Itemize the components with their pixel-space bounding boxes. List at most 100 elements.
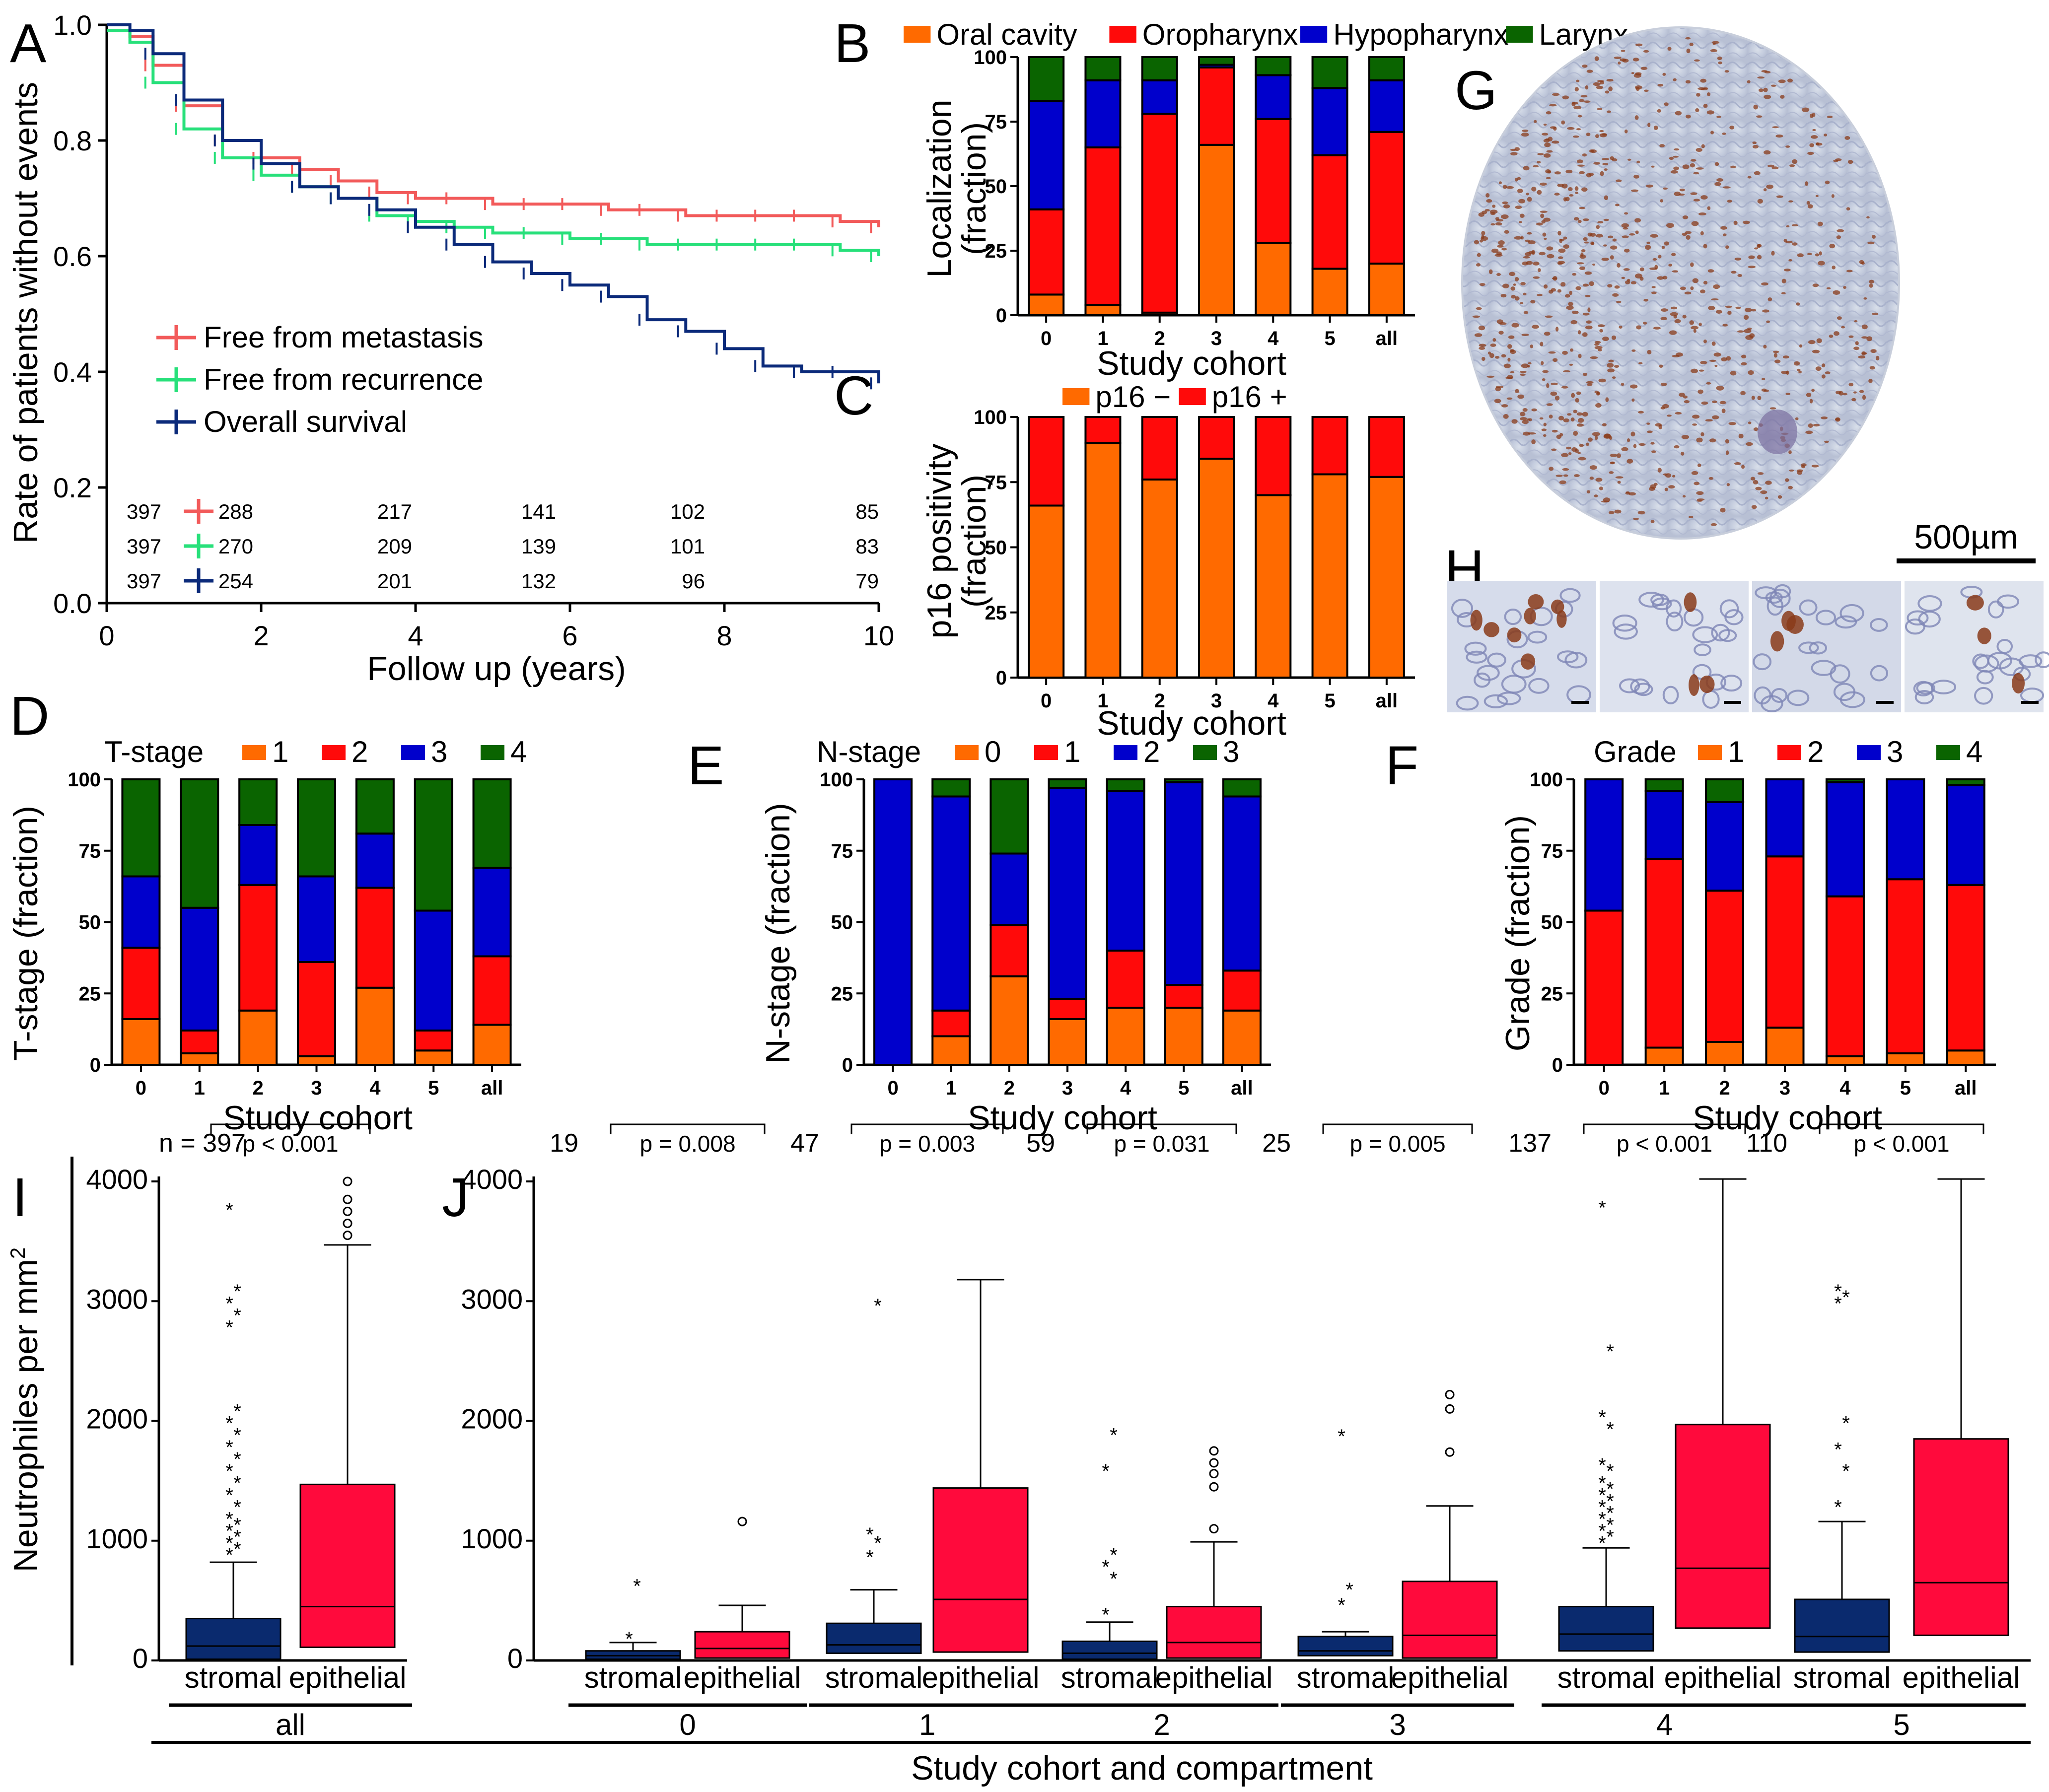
- stain-dot: [1837, 316, 1842, 320]
- stain-dot: [1650, 520, 1655, 523]
- stain-dot: [1624, 129, 1628, 134]
- bar-x-tick-label: 1: [1659, 1077, 1670, 1099]
- bar-segment-B-2-Oropharynx: [1141, 113, 1178, 314]
- stain-dot: [1730, 165, 1736, 169]
- stain-dot: [1815, 195, 1819, 198]
- box-outlier-circle: [1209, 1524, 1219, 1534]
- stain-dot: [1696, 491, 1704, 495]
- tile-cell: [1694, 643, 1711, 656]
- bar-segment-C-4-p16 +: [1255, 416, 1292, 496]
- tile-cell: [1870, 665, 1889, 682]
- stain-dot: [1664, 241, 1669, 246]
- stain-dot: [1596, 225, 1600, 229]
- stain-dot: [1842, 393, 1848, 396]
- stain-dot: [1670, 170, 1678, 174]
- tile-cell: [1504, 608, 1522, 625]
- stain-dot: [1633, 444, 1637, 448]
- bar-y-tick-label: 0: [1552, 1054, 1563, 1076]
- bar-segment-F-4-4: [1825, 778, 1865, 783]
- bar-segment-B-5-Oral cavity: [1311, 268, 1348, 317]
- box-category-label: stromal: [1793, 1661, 1891, 1694]
- stain-dot: [1582, 412, 1588, 417]
- box-stromal: [1297, 1636, 1394, 1656]
- stain-dot: [1593, 162, 1601, 165]
- stain-dot: [1651, 165, 1655, 168]
- stain-dot: [1714, 182, 1721, 186]
- km-risk-value: 132: [521, 569, 556, 593]
- stain-dot: [1801, 463, 1807, 467]
- box-y-tick-label: 0: [507, 1643, 523, 1674]
- stain-dot: [1621, 223, 1629, 228]
- stain-dot: [1563, 236, 1567, 240]
- bar-legend-title: T-stage: [104, 735, 204, 768]
- stain-dot: [1610, 255, 1614, 260]
- bar-segment-C-3-p16 −: [1198, 458, 1235, 679]
- stain-dot: [1582, 218, 1590, 221]
- box-outlier-star: *: [225, 1484, 233, 1506]
- stain-dot: [1698, 212, 1706, 216]
- stain-dot: [1541, 428, 1547, 431]
- stain-dot: [1530, 300, 1536, 304]
- bar-segment-B-4-Oral cavity: [1255, 242, 1292, 316]
- stain-dot: [1482, 356, 1485, 361]
- stain-dot: [1747, 176, 1752, 179]
- stain-dot: [1735, 306, 1741, 309]
- stain-dot: [1542, 133, 1549, 136]
- stain-dot: [1590, 356, 1598, 359]
- stain-dot: [1474, 240, 1480, 245]
- stain-dot: [1686, 235, 1691, 240]
- stain-dot: [1708, 306, 1715, 310]
- stain-dot: [1481, 236, 1488, 241]
- bar-segment-D-1-3: [180, 906, 219, 1032]
- panel-label-a: A: [10, 13, 47, 74]
- stain-dot: [1585, 294, 1591, 297]
- stain-dot: [1646, 430, 1653, 433]
- stain-dot: [1772, 126, 1779, 129]
- km-risk-value: 85: [855, 500, 879, 523]
- stain-dot: [1741, 362, 1747, 366]
- bar-segment-E-all-2: [1222, 795, 1262, 972]
- bar-segment-F-all-2: [1946, 884, 1985, 1052]
- stain-dot: [1543, 153, 1551, 158]
- box-outlier-star: *: [1598, 1520, 1606, 1542]
- tile-cell: [1786, 689, 1810, 706]
- box-outlier-star: *: [225, 1293, 233, 1314]
- tile-cell: [1870, 618, 1888, 632]
- box-p-bracket: [1819, 1123, 1984, 1134]
- km-line-2: [107, 23, 880, 384]
- stain-dot: [1748, 421, 1752, 424]
- stain-dot: [1744, 329, 1752, 334]
- stain-dot: [1728, 422, 1737, 425]
- bar-segment-E-1-0: [931, 1035, 971, 1066]
- stain-dot: [1568, 187, 1573, 191]
- stain-dot: [1643, 50, 1649, 53]
- bar-segment-E-1-1: [931, 1009, 971, 1037]
- box-outlier-star: *: [225, 1413, 233, 1435]
- bar-segment-D-5-1: [414, 1049, 453, 1066]
- bar-legend-swatch: [401, 745, 425, 760]
- stain-dot: [1558, 415, 1564, 421]
- stain-dot: [1614, 365, 1620, 368]
- bar-segment-D-0-1: [121, 1018, 161, 1066]
- stain-dot: [1861, 262, 1865, 265]
- bar-y-tick-label: 50: [985, 176, 1007, 198]
- stain-dot: [1657, 83, 1664, 87]
- box-p-bracket: [210, 1123, 371, 1134]
- tile-cell: [1638, 592, 1664, 608]
- box-outlier-circle: [1209, 1458, 1219, 1468]
- bar-segment-F-1-2: [1644, 858, 1684, 1049]
- stain-dot: [1673, 78, 1677, 81]
- bar-x-tick-label: 3: [1779, 1077, 1790, 1099]
- stain-dot: [1745, 335, 1754, 340]
- stain-dot: [1585, 85, 1589, 90]
- stain-dot: [1523, 166, 1530, 171]
- stain-dot: [1799, 344, 1802, 348]
- km-line-1: [107, 29, 880, 256]
- bar-segment-B-0-Oropharynx: [1028, 208, 1065, 296]
- tile-cell: [1809, 641, 1828, 655]
- stain-dot: [1658, 255, 1662, 259]
- stain-dot: [1801, 107, 1810, 112]
- stain-dot: [1635, 230, 1639, 234]
- box-y-tick-label: 2000: [461, 1403, 523, 1435]
- box-outlier-star: *: [1598, 1406, 1606, 1428]
